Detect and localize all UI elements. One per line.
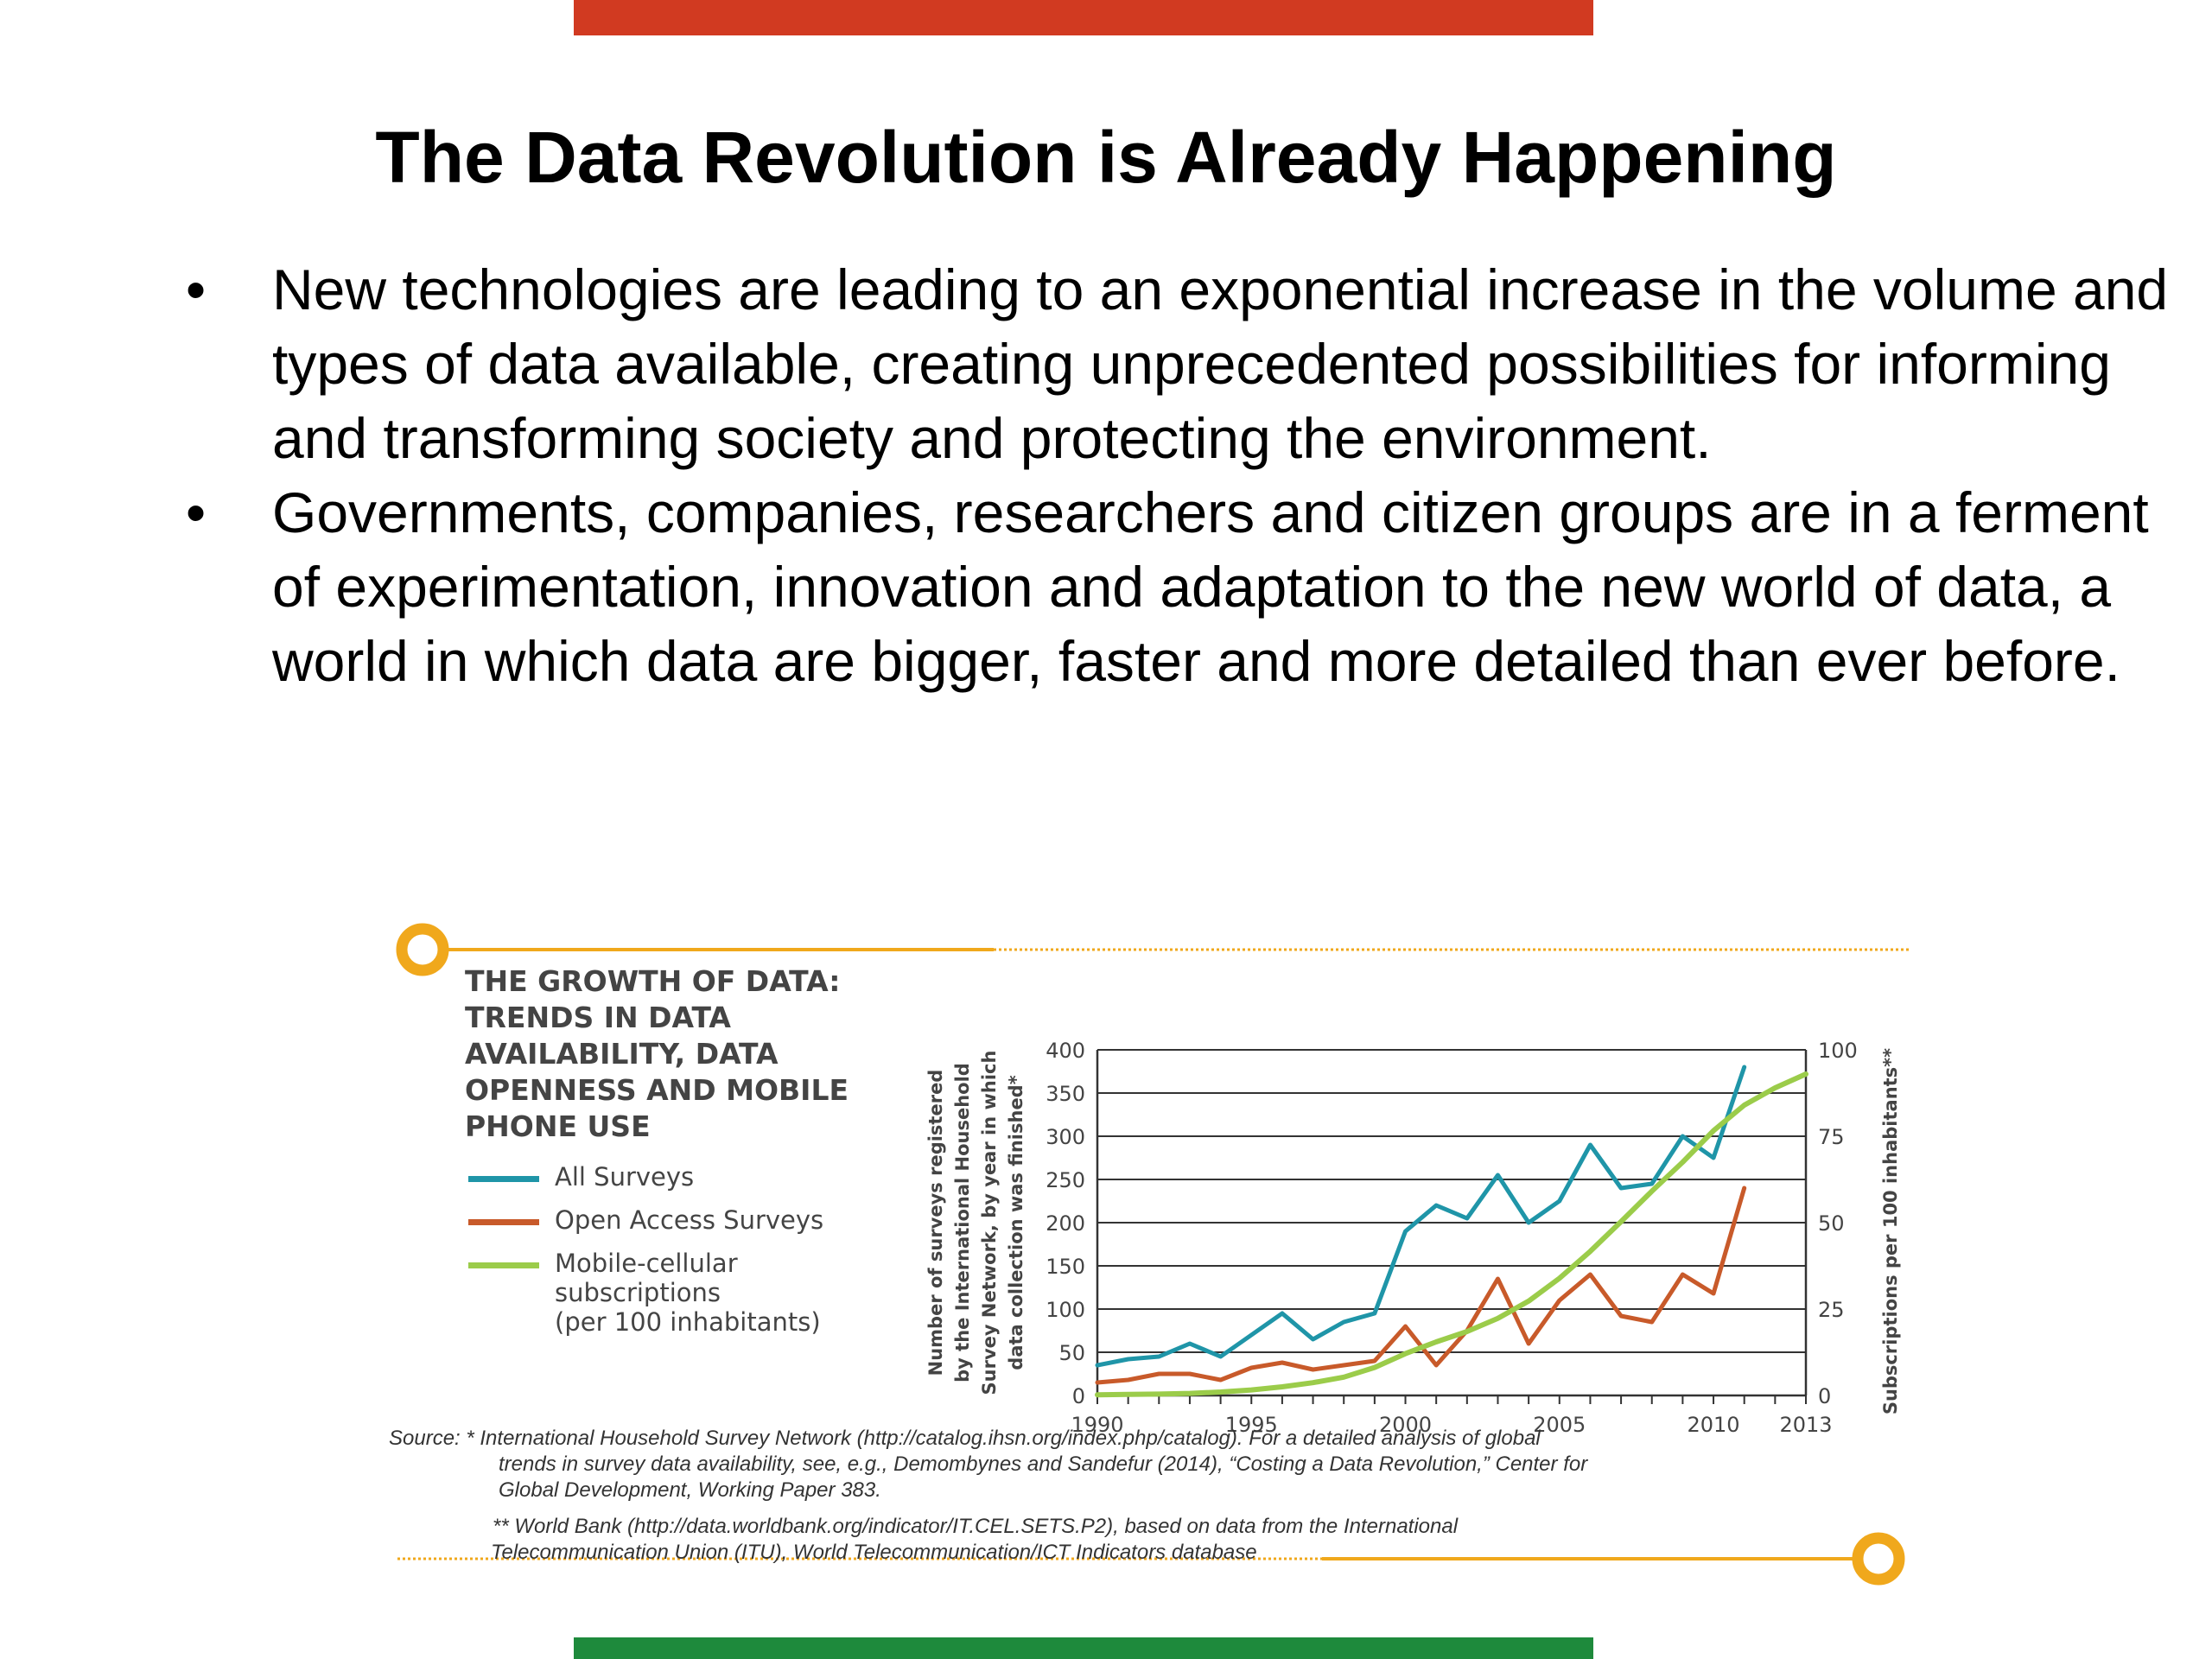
legend-item-open-access: Open Access Surveys xyxy=(468,1205,823,1235)
legend-item-all-surveys: All Surveys xyxy=(468,1162,823,1192)
bullet-list: • New technologies are leading to an exp… xyxy=(186,252,2173,698)
y2-tick-label: 50 xyxy=(1818,1211,1845,1236)
y-tick-label: 0 xyxy=(1072,1384,1085,1408)
x-tick-label: 1990 xyxy=(1071,1413,1123,1437)
source-line: Global Development, Working Paper 383. xyxy=(499,1478,881,1502)
source-line: trends in survey data availability, see,… xyxy=(499,1452,1588,1476)
bullet-item: • Governments, companies, researchers an… xyxy=(186,475,2173,698)
x-tick-label: 2010 xyxy=(1688,1413,1740,1437)
x-tick-label: 1995 xyxy=(1225,1413,1278,1437)
ring-icon-bottom xyxy=(1852,1532,1905,1586)
legend-label: All Surveys xyxy=(555,1162,695,1192)
chart-legend: All Surveys Open Access Surveys Mobile-c… xyxy=(468,1162,823,1351)
figure-frame xyxy=(396,923,1910,1586)
y2-tick-label: 100 xyxy=(1818,1039,1858,1063)
x-tick-label: 2000 xyxy=(1379,1413,1432,1437)
y2-tick-label: 25 xyxy=(1818,1298,1845,1322)
source-line: Source: * International Household Survey… xyxy=(389,1427,1541,1450)
bullet-glyph: • xyxy=(186,257,207,321)
y-tick-label: 400 xyxy=(1046,1039,1085,1063)
y2-tick-label: 75 xyxy=(1818,1125,1845,1149)
series-line-2 xyxy=(1095,1071,1808,1398)
y-axis-label-line: Number of surveys registered xyxy=(925,1070,946,1376)
chart-figure: THE GROWTH OF DATA: TRENDS IN DATA AVAIL… xyxy=(389,907,1910,1607)
y-tick-label: 50 xyxy=(1058,1341,1085,1365)
top-accent-bar xyxy=(574,0,1593,35)
y-axis-label-line: data collection was finished* xyxy=(1006,1075,1027,1370)
source-line: Telecommunication Union (ITU), World Tel… xyxy=(491,1541,1257,1564)
line-chart: 0 50 100 150 200 250 300 350 400 0 25 50 75 100 1990 19… xyxy=(925,1039,1901,1437)
y-tick-label: 150 xyxy=(1046,1255,1085,1279)
chart-title: THE GROWTH OF DATA: TRENDS IN DATA AVAIL… xyxy=(465,964,849,1143)
y-tick-label: 200 xyxy=(1046,1211,1085,1236)
bullet-glyph: • xyxy=(186,480,207,544)
y-tick-label: 350 xyxy=(1046,1082,1085,1106)
legend-label: Open Access Surveys xyxy=(555,1205,824,1235)
bullet-text: Governments, companies, researchers and … xyxy=(272,480,2149,693)
y2-axis-label: Subscriptions per 100 inhabitants** xyxy=(1880,1048,1901,1414)
y-tick-label: 100 xyxy=(1046,1298,1085,1322)
y-axis-label-line: Survey Network, by year in which xyxy=(979,1051,1000,1395)
x-tick-label: 2005 xyxy=(1533,1413,1586,1437)
ring-icon-top xyxy=(396,923,449,976)
legend-label-line: subscriptions xyxy=(555,1278,721,1307)
y-tick-label: 250 xyxy=(1046,1168,1085,1192)
bullet-item: • New technologies are leading to an exp… xyxy=(186,252,2173,475)
x-tick-label: 2013 xyxy=(1779,1413,1832,1437)
legend-item-mobile: Mobile-cellular subscriptions (per 100 i… xyxy=(468,1249,823,1337)
source-line: ** World Bank (http://data.worldbank.org… xyxy=(493,1515,1459,1538)
source-note: Source: * International Household Survey… xyxy=(389,1426,1910,1566)
legend-label-line: Mobile-cellular xyxy=(555,1249,738,1278)
legend-swatch xyxy=(468,1176,539,1182)
y2-tick-label: 0 xyxy=(1818,1384,1831,1408)
bullet-text: New technologies are leading to an expon… xyxy=(272,257,2169,470)
legend-swatch xyxy=(468,1262,539,1268)
legend-swatch xyxy=(468,1219,539,1225)
y-axis-label-line: by the International Household xyxy=(952,1063,973,1382)
legend-label-line: (per 100 inhabitants) xyxy=(555,1307,821,1337)
series-line-0 xyxy=(1095,1065,1747,1368)
y-tick-label: 300 xyxy=(1046,1125,1085,1149)
slide-title: The Data Revolution is Already Happening xyxy=(375,117,1837,198)
bottom-accent-bar xyxy=(574,1637,1593,1659)
